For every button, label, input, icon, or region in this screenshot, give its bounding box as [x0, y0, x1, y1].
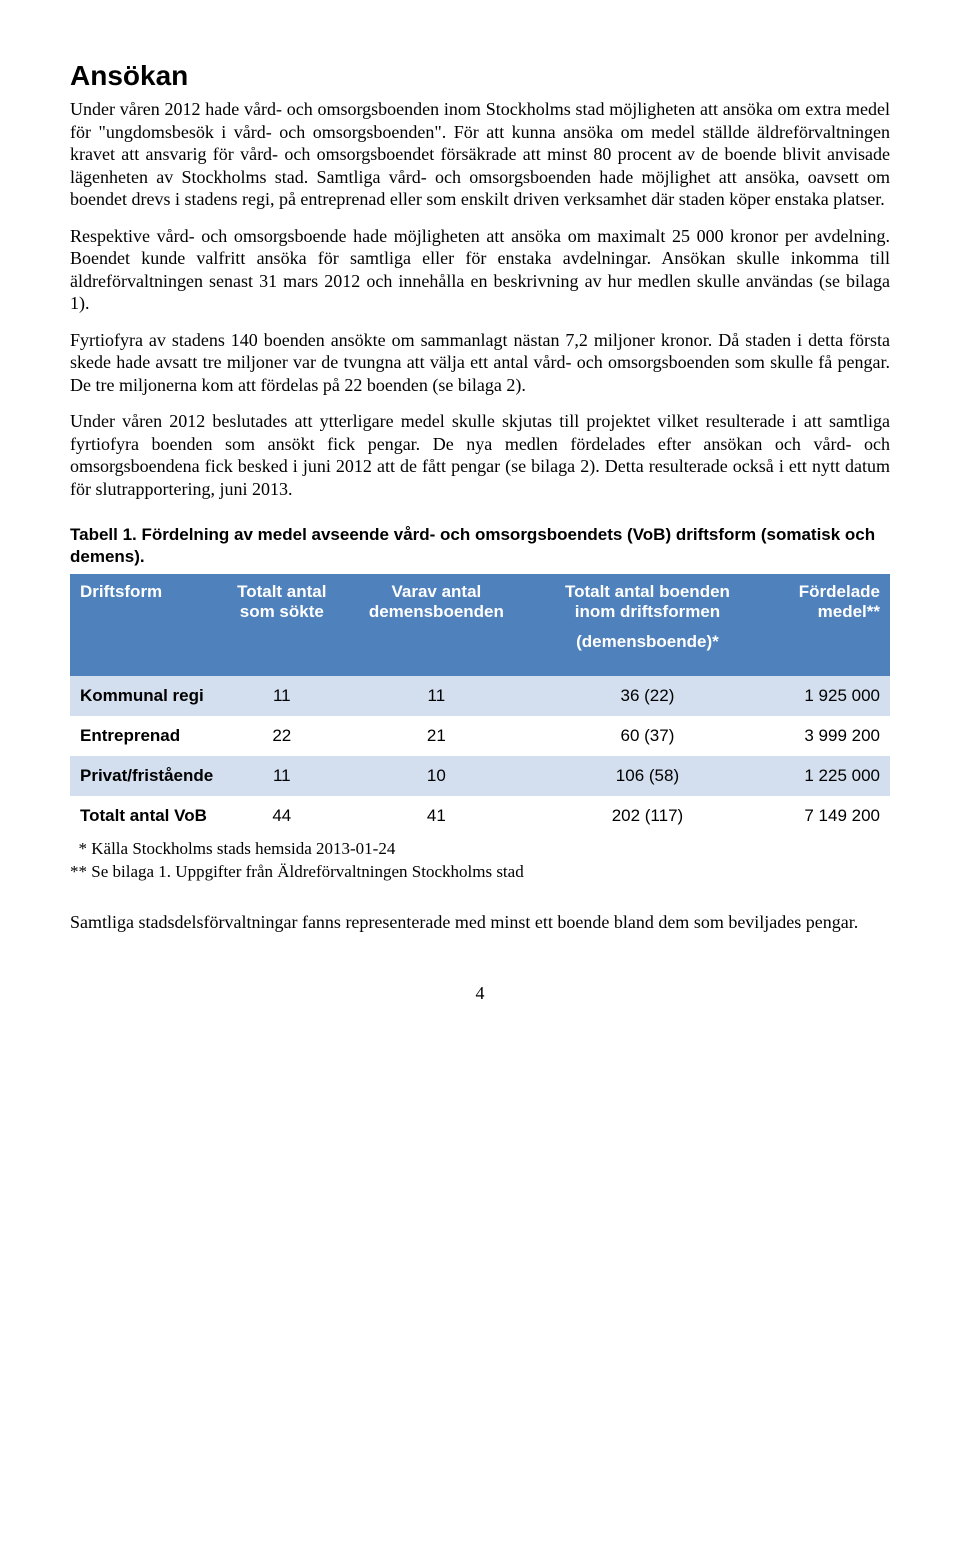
- body-paragraph: Samtliga stadsdelsförvaltningar fanns re…: [70, 911, 890, 934]
- table-cell: 60 (37): [532, 716, 762, 756]
- body-paragraph: Respektive vård- och omsorgsboende hade …: [70, 225, 890, 315]
- table-footnote: * Källa Stockholms stads hemsida 2013-01…: [70, 838, 890, 859]
- section-heading: Ansökan: [70, 60, 890, 92]
- table-cell: 44: [223, 796, 340, 836]
- data-table: Driftsform Totalt antal som sökte Varav …: [70, 574, 890, 836]
- body-paragraph: Fyrtiofyra av stadens 140 boenden ansökt…: [70, 329, 890, 397]
- table-header-cell: Fördelade medel**: [763, 574, 891, 676]
- table-cell: Entreprenad: [70, 716, 223, 756]
- table-cell: Kommunal regi: [70, 676, 223, 716]
- table-cell: 11: [223, 756, 340, 796]
- table-cell: 41: [340, 796, 532, 836]
- table-header-cell: Varav antal demensboenden: [340, 574, 532, 676]
- table-row: Totalt antal VoB 44 41 202 (117) 7 149 2…: [70, 796, 890, 836]
- table-cell: 36 (22): [532, 676, 762, 716]
- table-header-row: Driftsform Totalt antal som sökte Varav …: [70, 574, 890, 676]
- table-cell: Totalt antal VoB: [70, 796, 223, 836]
- table-header-label: Totalt antal boenden inom driftsformen: [565, 582, 730, 621]
- body-paragraph: Under våren 2012 hade vård- och omsorgsb…: [70, 98, 890, 211]
- table-cell: 11: [340, 676, 532, 716]
- table-cell: 7 149 200: [763, 796, 891, 836]
- table-cell: Privat/fristående: [70, 756, 223, 796]
- table-row: Privat/fristående 11 10 106 (58) 1 225 0…: [70, 756, 890, 796]
- table-cell: 10: [340, 756, 532, 796]
- table-cell: 106 (58): [532, 756, 762, 796]
- table-header-cell: Totalt antal boenden inom driftsformen (…: [532, 574, 762, 676]
- page-number: 4: [70, 983, 890, 1004]
- table-header-sublabel: (demensboende)*: [542, 632, 752, 652]
- table-header-cell: Totalt antal som sökte: [223, 574, 340, 676]
- table-cell: 202 (117): [532, 796, 762, 836]
- table-caption: Tabell 1. Fördelning av medel avseende v…: [70, 524, 890, 568]
- table-cell: 1 225 000: [763, 756, 891, 796]
- table-row: Entreprenad 22 21 60 (37) 3 999 200: [70, 716, 890, 756]
- table-cell: 3 999 200: [763, 716, 891, 756]
- table-cell: 21: [340, 716, 532, 756]
- table-cell: 22: [223, 716, 340, 756]
- table-cell: 1 925 000: [763, 676, 891, 716]
- table-footnote: ** Se bilaga 1. Uppgifter från Äldreförv…: [70, 861, 890, 882]
- body-paragraph: Under våren 2012 beslutades att ytterlig…: [70, 410, 890, 500]
- table-row: Kommunal regi 11 11 36 (22) 1 925 000: [70, 676, 890, 716]
- table-cell: 11: [223, 676, 340, 716]
- table-header-cell: Driftsform: [70, 574, 223, 676]
